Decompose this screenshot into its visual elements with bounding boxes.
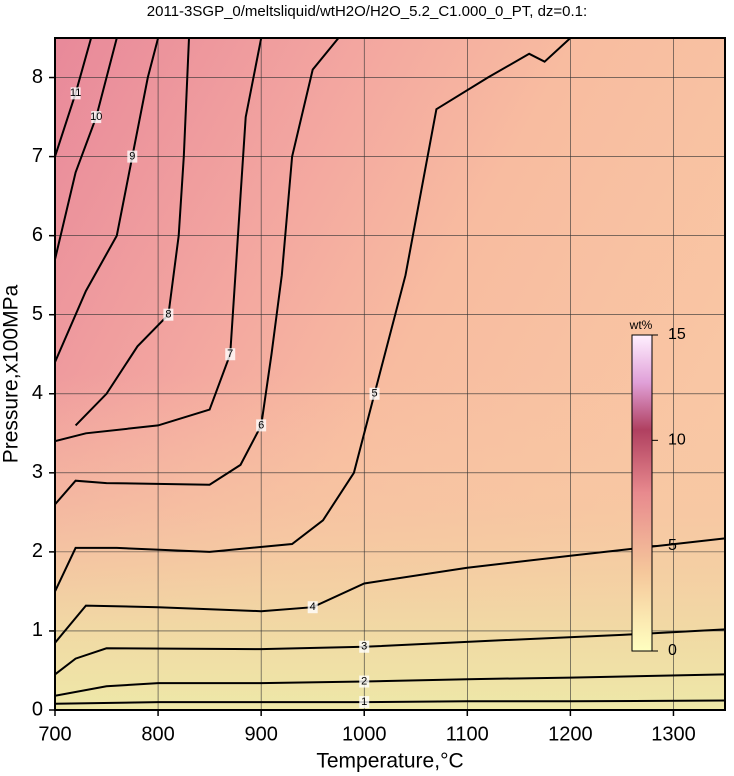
contour-label-bg: [127, 150, 138, 163]
contour-label-bg: [256, 419, 267, 432]
x-tick-label: 700: [38, 723, 71, 745]
contour-label: 5: [371, 388, 377, 400]
colorbar-tick-label: 5: [668, 537, 677, 554]
colorbar-tick-label: 15: [668, 326, 686, 343]
y-tick-label: 3: [32, 461, 43, 483]
contour-label: 3: [361, 641, 367, 653]
contour-label-bg: [70, 87, 81, 100]
contour-line: [55, 673, 725, 697]
contour-label-bg: [369, 387, 380, 400]
contour-line: [55, 38, 572, 592]
contour-label-bg: [359, 696, 370, 709]
contour-label: 6: [258, 419, 264, 431]
y-tick-label: 2: [32, 540, 43, 562]
y-tick-label: 1: [32, 619, 43, 641]
y-tick-label: 0: [32, 698, 43, 720]
y-tick-label: 6: [32, 224, 43, 246]
contour-label: 10: [90, 111, 102, 123]
contour-label: 11: [70, 87, 81, 99]
x-axis-label: Temperature,°C: [316, 750, 463, 773]
colorbar-tick-label: 10: [668, 432, 686, 449]
contour-label-bg: [91, 111, 102, 124]
contour-label-bg: [163, 308, 174, 321]
contour-label: 9: [129, 150, 135, 162]
x-tick-label: 1100: [446, 723, 489, 745]
contour-label: 1: [361, 696, 367, 708]
x-tick-label: 1300: [651, 723, 696, 745]
y-tick-label: 4: [32, 382, 43, 404]
contour-line: [55, 628, 725, 676]
contour-label-bg: [225, 348, 236, 361]
y-axis-label: Pressure,x100MPa: [0, 284, 23, 463]
plot-frame: [54, 37, 726, 711]
contour-label-bg: [359, 675, 370, 688]
x-tick-label: 900: [244, 723, 277, 745]
contour-label-bg: [359, 640, 370, 653]
contour-label: 2: [361, 675, 367, 687]
contour-label-bg: [307, 601, 318, 614]
chart-title: 2011-3SGP_0/meltsliquid/wtH2O/H2O_5.2_C1…: [147, 3, 587, 20]
contour-line: [55, 38, 118, 260]
plot-shading: [55, 38, 725, 710]
contour-line: [55, 38, 160, 363]
colorbar-axis: 0 5 10 15: [652, 326, 686, 659]
x-tick-label: 1200: [548, 723, 593, 745]
colorbar-tick-label: 0: [668, 642, 677, 659]
y-tick-label: 5: [32, 303, 43, 325]
contour-label: 4: [310, 601, 316, 613]
contour-label: 7: [227, 348, 233, 360]
contour-label: 8: [165, 309, 171, 321]
y-tick-label: 7: [32, 145, 43, 167]
colorbar: [631, 334, 653, 652]
x-tick-label: 1000: [342, 723, 387, 745]
x-tick-label: 800: [141, 723, 174, 745]
colorbar-label: wt%: [629, 318, 653, 332]
y-tick-label: 8: [32, 66, 43, 88]
contours: 1 2 3 4 5 6 7 8 9 10 11: [55, 38, 725, 709]
